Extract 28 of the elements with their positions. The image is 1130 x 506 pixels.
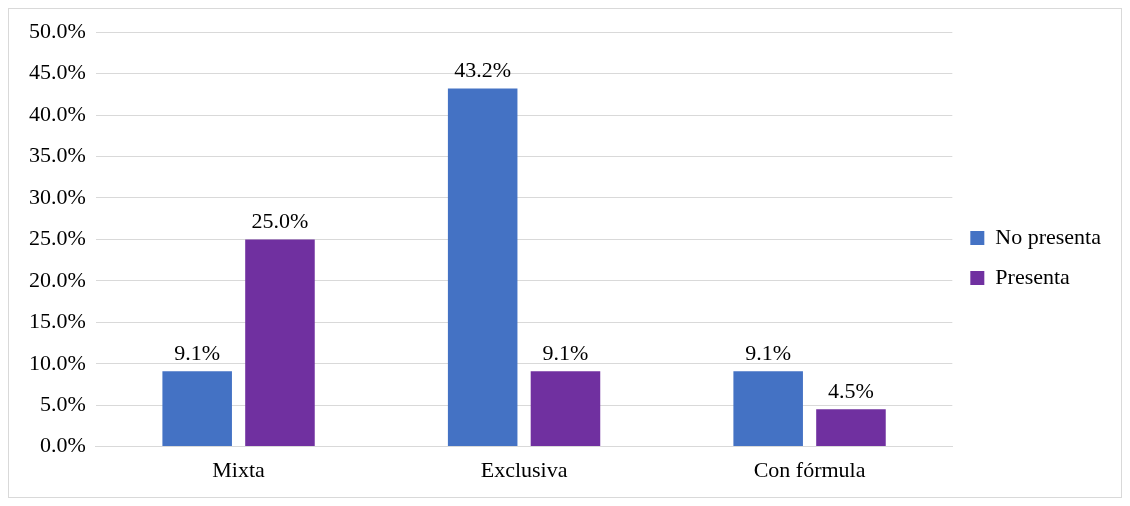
data-label: 25.0% <box>251 208 309 234</box>
bar <box>162 371 232 447</box>
y-tick-label: 35.0% <box>29 142 86 168</box>
y-tick-label: 45.0% <box>29 59 86 85</box>
bar <box>530 371 601 447</box>
data-label: 9.1% <box>745 339 792 365</box>
bar <box>245 239 315 447</box>
x-tick-label: Exclusiva <box>480 456 568 482</box>
y-tick-label: 25.0% <box>29 225 86 251</box>
y-tick-label: 15.0% <box>29 308 86 334</box>
y-tick-label: 5.0% <box>40 390 86 416</box>
legend-label: No presenta <box>995 223 1102 249</box>
x-tick-label: Mixta <box>212 456 266 482</box>
data-label: 9.1% <box>542 339 589 365</box>
y-tick-label: 50.0% <box>29 17 86 43</box>
bar <box>447 88 518 447</box>
data-label: 4.5% <box>828 378 874 404</box>
y-tick-label: 20.0% <box>29 266 86 292</box>
y-tick-label: 10.0% <box>29 349 86 375</box>
y-tick-label: 0.0% <box>40 432 86 458</box>
data-label: 43.2% <box>454 57 512 83</box>
bar <box>816 409 886 447</box>
y-tick-label: 30.0% <box>29 183 86 209</box>
data-label: 9.1% <box>174 339 221 365</box>
bar <box>733 371 803 447</box>
x-tick-label: Con fórmula <box>753 456 866 482</box>
legend-label: Presenta <box>995 263 1071 289</box>
y-tick-label: 40.0% <box>29 100 86 126</box>
